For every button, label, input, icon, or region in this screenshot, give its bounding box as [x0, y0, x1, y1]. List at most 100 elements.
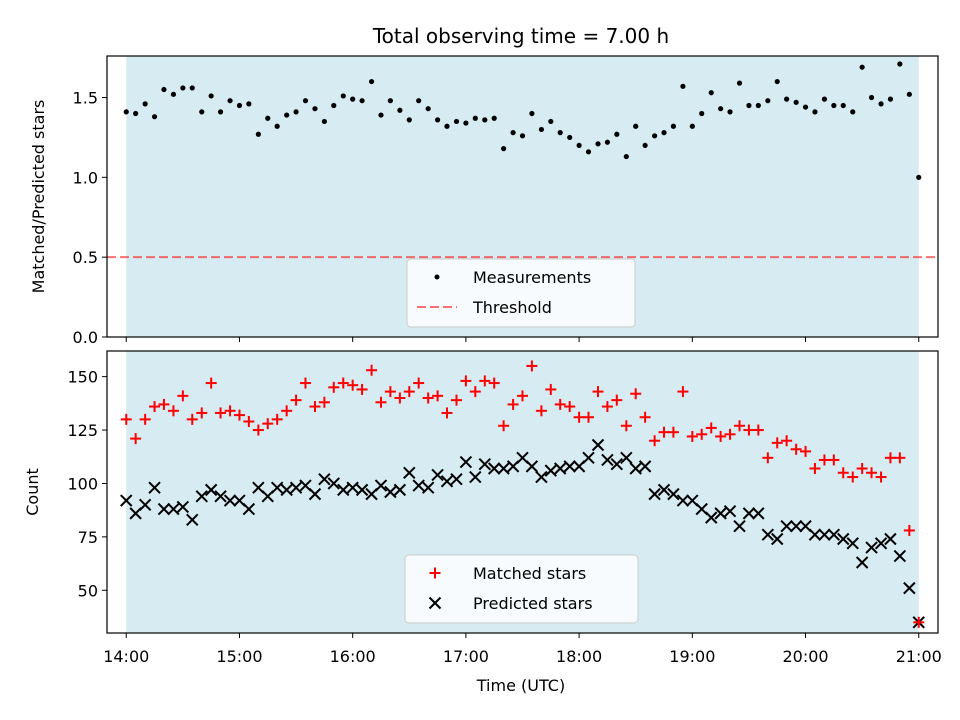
cross-stroke-b	[789, 519, 803, 533]
measurement-point	[265, 115, 271, 121]
matched-star-point	[705, 422, 717, 434]
matched-star-point	[120, 413, 132, 425]
predicted-star-point	[705, 511, 718, 524]
predicted-star-point	[855, 556, 869, 569]
chart-title: Total observing time = 7.00 h	[372, 24, 669, 48]
matched-star-point	[762, 452, 774, 464]
predicted-star-point	[120, 494, 133, 507]
measurement-point	[151, 114, 158, 120]
cross-stroke-b	[705, 511, 718, 524]
measurement-point	[614, 131, 620, 137]
predicted-star-point	[733, 519, 746, 533]
matched-star-point	[667, 426, 679, 438]
matched-star-point	[375, 396, 387, 408]
measurement-point	[642, 142, 648, 149]
matched-star-point	[837, 467, 849, 479]
cross-stroke-b	[563, 460, 576, 473]
matched-star-point	[856, 463, 868, 474]
predicted-star-point	[723, 505, 737, 518]
matched-star-point	[781, 435, 793, 447]
matched-star-point	[498, 420, 510, 432]
cross-stroke-b	[223, 494, 237, 507]
matched-star-point	[441, 407, 453, 419]
x-tick-label: 20:00	[782, 647, 828, 666]
cross-stroke-b	[638, 460, 652, 473]
predicted-star-point	[752, 507, 765, 520]
predicted-star-point	[157, 502, 171, 516]
cross-stroke-b	[355, 483, 369, 497]
cross-stroke-b	[610, 458, 624, 471]
predicted-star-point	[440, 475, 454, 488]
matched-star-point	[413, 377, 425, 389]
predicted-star-point	[657, 483, 671, 497]
matched-star-point	[394, 392, 406, 404]
y-tick-label: 0.5	[73, 248, 98, 267]
measurement-point	[595, 141, 601, 147]
predicted-star-point	[742, 507, 756, 520]
matched-star-point	[620, 420, 632, 432]
matched-star-point	[526, 360, 538, 372]
y-tick-label: 0.0	[73, 328, 98, 347]
predicted-star-point	[544, 464, 558, 477]
predicted-star-point	[865, 541, 878, 554]
predicted-star-point	[186, 513, 199, 526]
predicted-star-point	[374, 479, 388, 492]
predicted-star-points	[120, 438, 925, 629]
cross-stroke-b	[138, 498, 152, 512]
measurement-point	[510, 130, 516, 136]
matched-star-point	[233, 409, 245, 421]
y-tick-label: 125	[67, 421, 98, 440]
measurement-point	[246, 101, 252, 107]
predicted-star-point	[610, 458, 624, 471]
cross-stroke-b	[280, 483, 293, 497]
measurement-point	[331, 102, 337, 109]
matched-star-point	[734, 420, 746, 432]
x-axis-label: Time (UTC)	[476, 676, 565, 695]
cross-stroke-b	[601, 453, 614, 467]
measurement-point	[133, 110, 139, 117]
cross-stroke-b	[270, 481, 284, 494]
legend-cross	[428, 596, 442, 610]
cross-stroke-b	[421, 481, 435, 494]
cross-stroke-b	[374, 479, 388, 492]
matched-star-point	[281, 405, 293, 417]
predicted-star-point	[601, 453, 614, 467]
cross-stroke-b	[346, 481, 359, 494]
matched-star-point	[460, 375, 472, 387]
matched-star-point	[290, 394, 302, 406]
matched-star-point	[488, 377, 500, 389]
matched-star-point	[299, 377, 311, 389]
predicted-star-point	[421, 481, 435, 494]
measurement-point	[491, 115, 497, 121]
cross-stroke-b	[855, 556, 869, 569]
measurement-point	[236, 102, 243, 109]
predicted-star-point	[563, 460, 576, 473]
measurement-point	[680, 83, 686, 89]
measurement-point	[670, 123, 677, 129]
predicted-star-point	[195, 490, 208, 503]
measurement-point	[227, 98, 233, 104]
matched-star-point	[611, 394, 623, 406]
cross-stroke-b	[186, 513, 199, 526]
x-tick-label: 15:00	[216, 647, 262, 666]
measurement-point	[755, 102, 761, 109]
cross-stroke-b	[695, 502, 708, 516]
predicted-star-point	[771, 532, 784, 546]
matched-star-point	[403, 386, 415, 398]
y-tick-label: 1.5	[73, 89, 98, 108]
cross-stroke-b	[525, 460, 539, 473]
matched-star-point	[809, 463, 821, 474]
predicted-star-point	[148, 481, 161, 494]
cross-stroke-b	[582, 451, 595, 465]
cross-stroke-b	[403, 466, 416, 479]
cross-stroke-b	[648, 487, 661, 501]
predicted-star-point	[780, 519, 793, 533]
predicted-star-point	[676, 494, 690, 507]
predicted-star-point	[337, 483, 350, 497]
cross-stroke-b	[384, 485, 397, 499]
measurement-point	[897, 61, 903, 67]
measurement-point	[633, 123, 639, 129]
predicted-star-point	[714, 507, 727, 520]
